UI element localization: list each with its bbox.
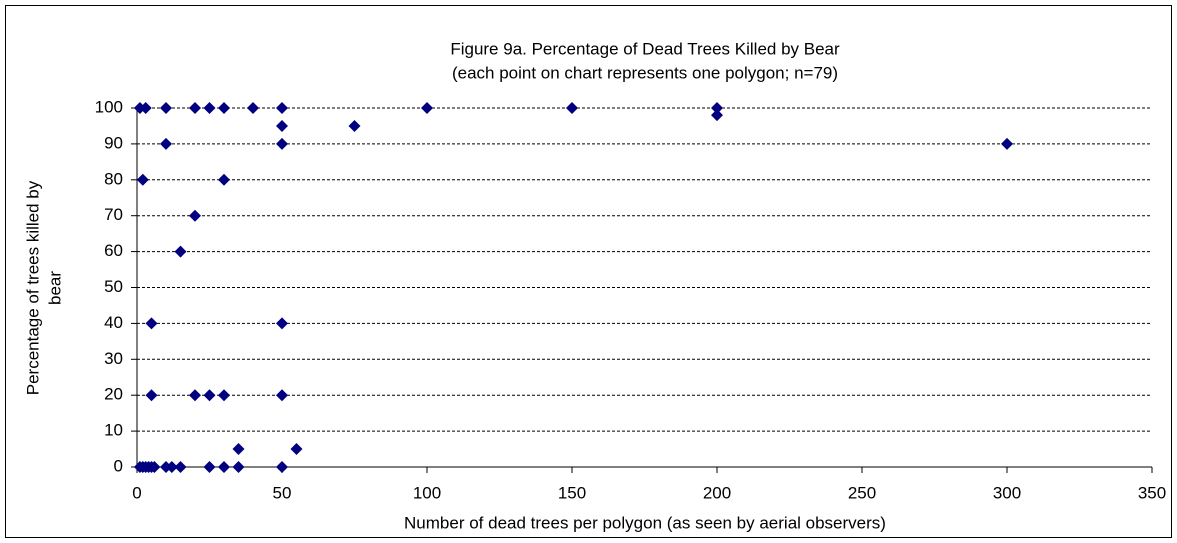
point: [160, 102, 172, 114]
point: [189, 209, 201, 222]
x-tick-label: 50: [273, 483, 292, 502]
chart-frame: [5, 5, 1172, 538]
y-tick-label: 50: [104, 277, 123, 296]
point: [348, 119, 361, 132]
y-axis-label: bear: [45, 271, 64, 305]
point: [139, 102, 152, 114]
x-tick-label: 150: [558, 483, 586, 502]
point: [165, 461, 178, 473]
point: [247, 102, 259, 114]
y-tick-label: 10: [104, 421, 123, 440]
point: [421, 102, 433, 114]
point: [232, 443, 245, 456]
point: [218, 173, 230, 186]
point: [189, 389, 201, 402]
y-tick-label: 0: [114, 456, 123, 475]
chart-title: Figure 9a. Percentage of Dead Trees Kill…: [450, 39, 840, 58]
chart-subtitle: (each point on chart represents one poly…: [452, 63, 838, 82]
point: [174, 461, 187, 473]
y-tick-label: 100: [95, 97, 123, 116]
point: [145, 317, 158, 330]
point: [148, 461, 161, 473]
point: [276, 137, 288, 150]
point: [189, 102, 201, 114]
point: [218, 461, 230, 473]
point: [276, 461, 288, 473]
y-axis-label: Percentage of trees killed by: [23, 180, 42, 395]
point: [276, 317, 288, 330]
y-tick-label: 90: [104, 133, 123, 152]
point: [136, 173, 149, 186]
y-tick-label: 70: [104, 205, 123, 224]
y-tick-label: 60: [104, 241, 123, 260]
point: [711, 109, 723, 122]
point: [290, 443, 303, 456]
point: [1001, 137, 1013, 150]
x-tick-label: 300: [993, 483, 1021, 502]
point: [232, 461, 245, 473]
point: [276, 119, 288, 132]
y-tick-label: 80: [104, 169, 123, 188]
point: [203, 389, 216, 402]
x-tick-label: 350: [1138, 483, 1166, 502]
y-tick-label: 30: [104, 349, 123, 368]
point: [145, 389, 158, 402]
point: [203, 461, 216, 473]
point: [276, 389, 288, 402]
y-tick-label: 40: [104, 313, 123, 332]
point: [218, 389, 230, 402]
x-tick-label: 250: [848, 483, 876, 502]
x-axis-label: Number of dead trees per polygon (as see…: [404, 513, 886, 532]
x-tick-label: 100: [413, 483, 441, 502]
point: [566, 102, 578, 114]
y-tick-label: 20: [104, 385, 123, 404]
x-tick-label: 200: [703, 483, 731, 502]
point: [711, 102, 723, 114]
point: [174, 245, 187, 258]
point: [160, 137, 172, 150]
point: [218, 102, 230, 114]
point: [203, 102, 216, 114]
point: [276, 102, 288, 114]
x-tick-label: 0: [132, 483, 141, 502]
